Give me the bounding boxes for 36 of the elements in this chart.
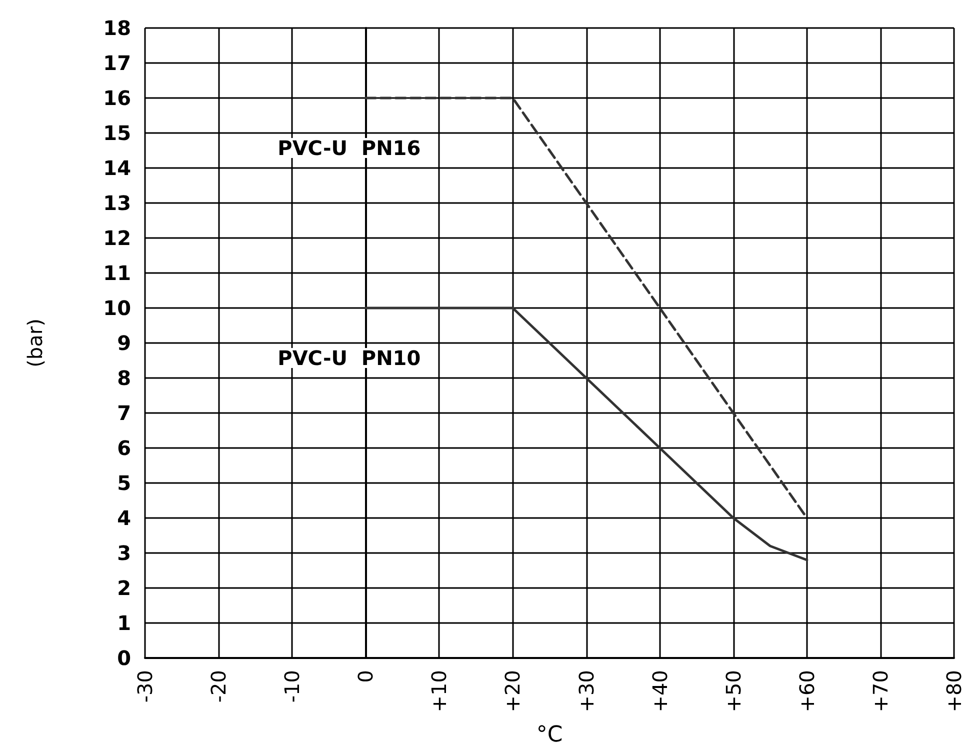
x-tick-label: -10	[280, 670, 304, 703]
y-tick-label: 15	[103, 121, 131, 145]
x-tick-label: +10	[427, 670, 452, 712]
y-tick-label: 2	[117, 576, 131, 600]
x-tick-label: +60	[794, 670, 819, 712]
y-tick-label: 6	[117, 436, 131, 460]
x-tick-label: +30	[574, 670, 598, 712]
line-series	[364, 306, 808, 562]
series-label: PVC-U PN10	[278, 346, 421, 370]
x-tick-label: -30	[133, 670, 157, 703]
x-tick-label: -20	[206, 670, 231, 703]
y-tick-label: 16	[103, 86, 131, 110]
y-tick-label: 4	[117, 506, 131, 530]
x-tick-label: +20	[500, 670, 525, 712]
x-tick-label: +80	[942, 670, 966, 712]
y-tick-label: 14	[103, 156, 131, 180]
y-tick-label: 3	[117, 541, 131, 565]
y-tick-label: 0	[117, 646, 131, 670]
y-tick-label: 11	[103, 261, 131, 285]
x-tick-label: +40	[648, 670, 672, 712]
series-label: PVC-U PN16	[278, 136, 421, 160]
y-tick-label: 7	[117, 401, 131, 425]
y-tick-label: 5	[117, 471, 131, 495]
y-tick-label: 1	[117, 611, 131, 635]
x-tick-label: +50	[721, 670, 746, 712]
y-tick-label: 10	[103, 296, 131, 320]
y-tick-label: 18	[103, 16, 131, 40]
y-tick-label: 9	[117, 331, 131, 355]
y-tick-label: 8	[117, 366, 131, 390]
y-tick-label: 12	[103, 226, 131, 250]
y-tick-label: 17	[103, 51, 131, 75]
y-tick-label: 13	[103, 191, 131, 215]
x-axis-title: °C	[536, 722, 563, 748]
x-tick-label: +70	[868, 670, 892, 712]
y-axis-title: (bar)	[23, 318, 47, 368]
x-tick-label: 0	[354, 670, 378, 683]
